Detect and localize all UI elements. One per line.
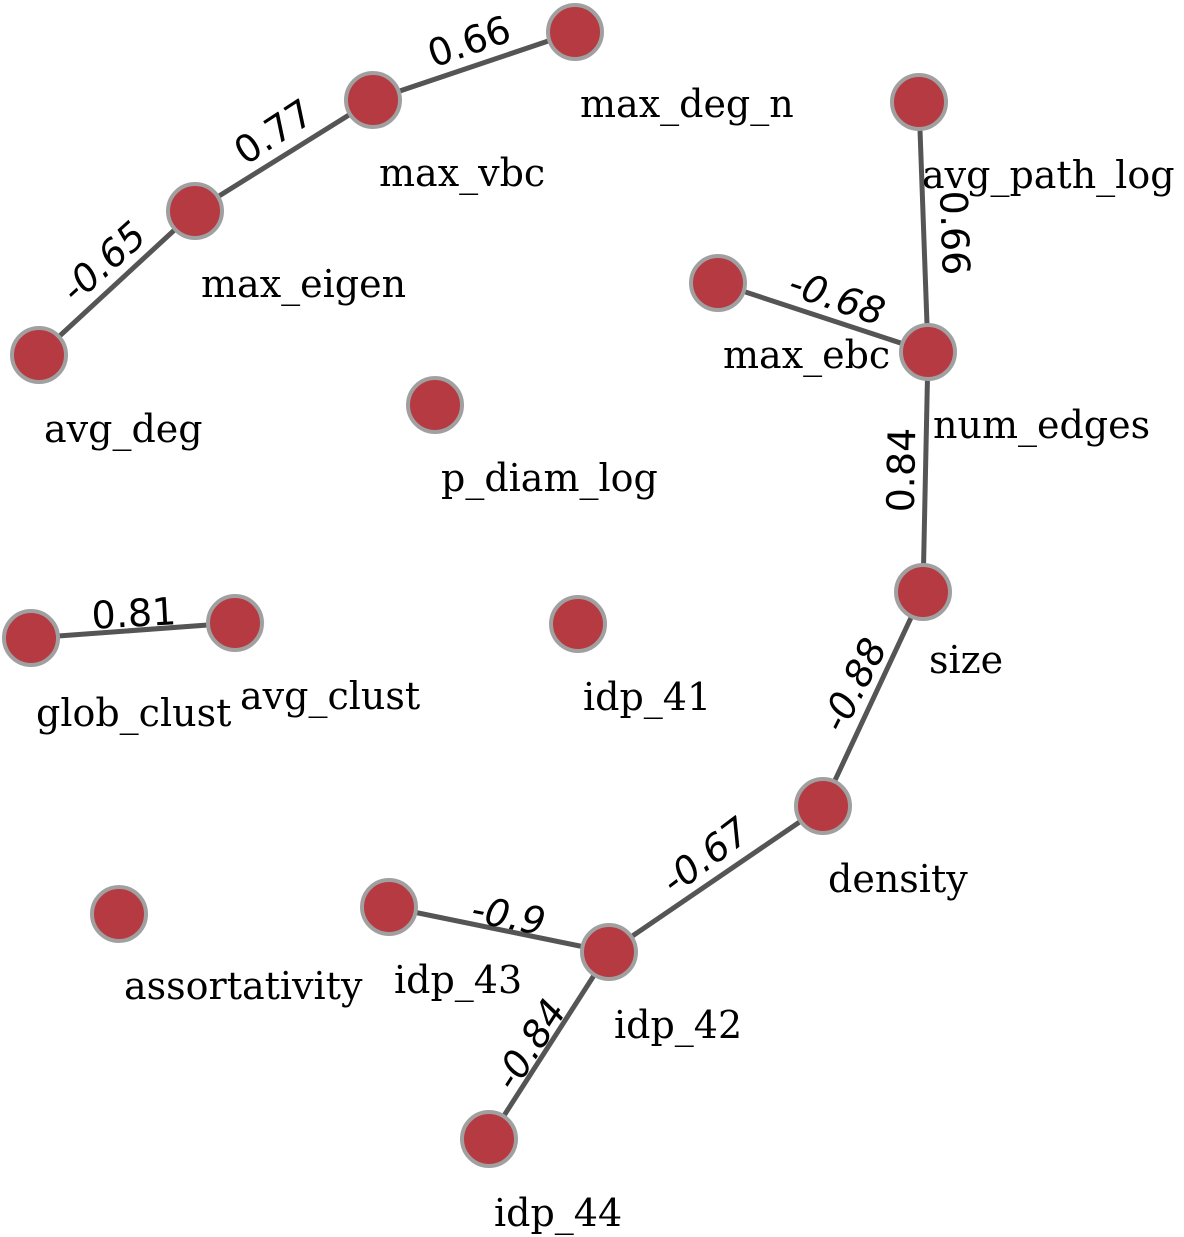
- node-avg_clust: [206, 594, 264, 652]
- edge-glob_clust-avg_clust: [28, 620, 238, 641]
- node-label-assortativity: assortativity: [124, 964, 363, 1008]
- node-max_eigen: [166, 182, 224, 240]
- node-idp_43: [360, 878, 418, 936]
- node-max_ebc: [689, 254, 747, 312]
- edge-weight-label: 0.84: [879, 427, 924, 512]
- edge-weight-label: 0.81: [90, 589, 177, 637]
- edge-avg_deg-max_eigen: [36, 208, 198, 358]
- edge-max_eigen-max_vbc: [192, 97, 376, 214]
- edge-size-num_edges: [920, 349, 931, 595]
- edge-idp_43-idp_42: [386, 904, 612, 955]
- node-labels-layer: max_deg_n max_vbc max_eigen avg_deg p_diam_l…: [36, 82, 1175, 1236]
- node-label-avg_deg: avg_deg: [44, 407, 203, 452]
- nodes-layer: [2, 3, 957, 1168]
- edge-density-size: [820, 589, 926, 809]
- edges-layer: [28, 29, 931, 1142]
- node-avg_deg: [10, 326, 68, 384]
- node-max_deg_n: [546, 3, 604, 61]
- node-avg_path_log: [890, 73, 948, 131]
- node-idp_44: [460, 1110, 518, 1168]
- edge-avg_path_log-num_edges: [916, 99, 931, 355]
- node-label-max_eigen: max_eigen: [201, 262, 406, 307]
- node-label-max_vbc: max_vbc: [379, 151, 545, 196]
- edge-max_ebc-num_edges: [715, 280, 931, 355]
- node-label-num_edges: num_edges: [933, 403, 1150, 448]
- edge-max_vbc-max_deg_n: [370, 29, 578, 103]
- node-label-idp_42: idp_42: [614, 1003, 742, 1048]
- node-label-avg_path_log: avg_path_log: [922, 153, 1175, 198]
- node-glob_clust: [2, 609, 60, 667]
- node-assortativity: [90, 885, 148, 943]
- node-label-size: size: [929, 638, 1003, 682]
- node-label-idp_44: idp_44: [494, 1191, 622, 1236]
- edge-weight-label: -0.9: [468, 887, 549, 944]
- node-idp_42: [580, 923, 638, 981]
- node-size: [894, 563, 952, 621]
- edge-idp_42-density: [606, 803, 826, 955]
- node-label-avg_clust: avg_clust: [240, 674, 420, 719]
- node-num_edges: [899, 323, 957, 381]
- node-idp_41: [549, 595, 607, 653]
- node-label-p_diam_log: p_diam_log: [441, 456, 658, 501]
- node-label-max_ebc: max_ebc: [723, 333, 890, 378]
- edge-idp_44-idp_42: [486, 949, 612, 1142]
- node-max_vbc: [344, 71, 402, 129]
- node-label-glob_clust: glob_clust: [36, 691, 231, 736]
- node-label-density: density: [828, 857, 968, 901]
- edge-weight-label: 0.66: [931, 190, 978, 276]
- node-p_diam_log: [406, 376, 464, 434]
- node-label-max_deg_n: max_deg_n: [580, 82, 794, 127]
- node-label-idp_43: idp_43: [394, 958, 522, 1003]
- node-label-idp_41: idp_41: [583, 675, 711, 720]
- edge-weight-label: -0.84: [485, 991, 575, 1097]
- edge-weight-label: -0.88: [812, 631, 896, 739]
- node-density: [794, 777, 852, 835]
